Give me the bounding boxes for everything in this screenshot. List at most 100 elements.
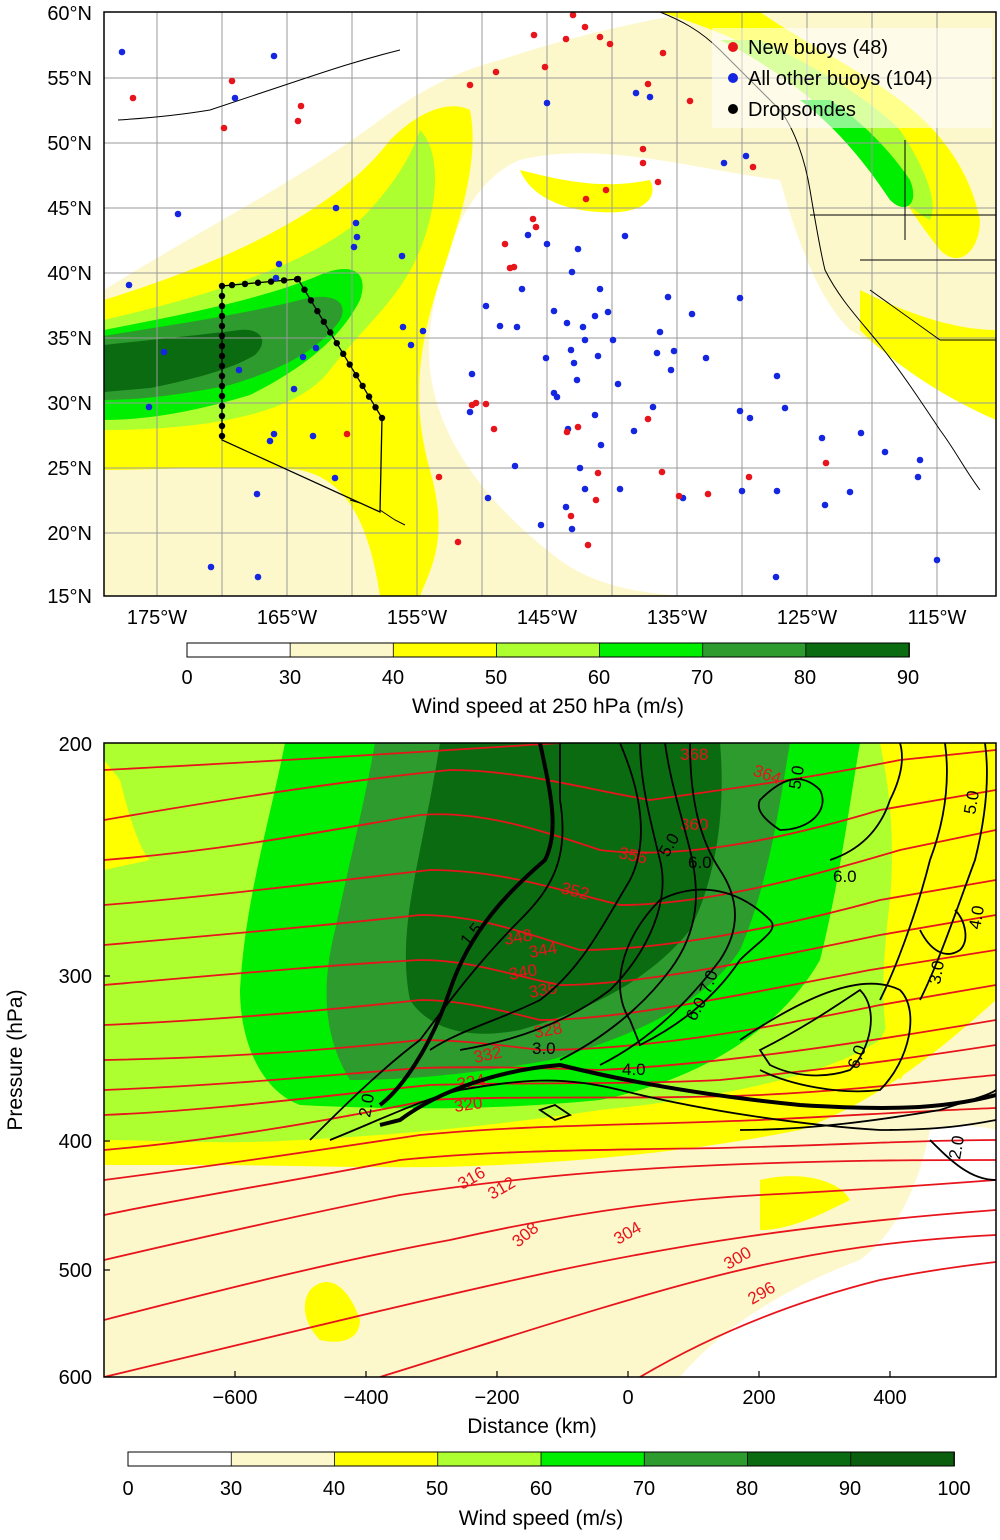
- colorbar-tick: 70: [633, 1478, 655, 1500]
- legend-marker-other: [728, 73, 738, 83]
- dropsonde-marker: [228, 281, 236, 289]
- buoy-new-marker: [294, 117, 302, 125]
- section-panel: 356 352 348 344 340 336 332 328 324 320 …: [4, 734, 997, 1530]
- buoy-other-marker: [118, 48, 126, 56]
- buoy-other-marker: [419, 327, 427, 335]
- distance-tick-label: −600: [212, 1387, 257, 1409]
- dropsonde-marker: [218, 402, 226, 410]
- pv-label: 6.0: [688, 853, 712, 872]
- lat-tick-label: 45°N: [47, 198, 92, 220]
- colorbar-swatch: [643, 1451, 749, 1467]
- buoy-new-marker: [228, 77, 236, 85]
- colorbar-swatch: [540, 1451, 646, 1467]
- distance-tick-label: −400: [343, 1387, 388, 1409]
- buoy-new-marker: [466, 81, 474, 89]
- buoy-other-marker: [616, 485, 624, 493]
- buoy-other-marker: [550, 307, 558, 315]
- buoy-new-marker: [562, 35, 570, 43]
- buoy-new-marker: [594, 469, 602, 477]
- buoy-other-marker: [270, 52, 278, 60]
- colorbar-tick: 70: [691, 667, 713, 689]
- dropsonde-marker: [218, 282, 226, 290]
- buoy-other-marker: [309, 432, 317, 440]
- lat-tick-label: 55°N: [47, 68, 92, 90]
- buoy-new-marker: [490, 425, 498, 433]
- buoy-other-marker: [567, 346, 575, 354]
- buoy-new-marker: [602, 186, 610, 194]
- buoy-other-marker: [914, 473, 922, 481]
- buoy-other-marker: [331, 474, 339, 482]
- buoy-other-marker: [581, 485, 589, 493]
- dropsonde-marker: [218, 312, 226, 320]
- buoy-other-marker: [596, 285, 604, 293]
- theta-label: 368: [680, 745, 708, 764]
- section-colorbar-swatches: [127, 1451, 955, 1467]
- colorbar-swatch: [496, 642, 601, 658]
- lat-tick-label: 20°N: [47, 523, 92, 545]
- map-colorbar-swatches: [186, 642, 910, 658]
- legend-marker-dropsondes: [728, 104, 738, 114]
- colorbar-tick: 40: [323, 1478, 345, 1500]
- colorbar-swatch: [289, 642, 395, 658]
- buoy-new-marker: [574, 423, 582, 431]
- pv-label: 5.0: [960, 789, 983, 816]
- buoy-other-marker: [543, 99, 551, 107]
- map-colorbar: 0 30 40 50 60 70 80 90 Wind speed at 250…: [181, 642, 919, 718]
- section-x-ticks: −600 −400 −200 0 200 400: [212, 1387, 906, 1409]
- dropsonde-marker: [372, 404, 379, 411]
- buoy-new-marker: [658, 468, 666, 476]
- lon-tick-label: 155°W: [387, 607, 447, 629]
- buoy-other-marker: [312, 344, 320, 352]
- buoy-other-marker: [646, 93, 654, 101]
- buoy-new-marker: [541, 63, 549, 71]
- buoy-other-marker: [568, 268, 576, 276]
- buoy-other-marker: [562, 503, 570, 511]
- distance-tick-label: 0: [622, 1387, 633, 1409]
- buoy-new-marker: [644, 80, 652, 88]
- buoy-other-marker: [352, 219, 360, 227]
- dropsonde-marker: [301, 286, 308, 293]
- buoy-new-marker: [584, 541, 592, 549]
- buoy-other-marker: [773, 372, 781, 380]
- colorbar-tick: 0: [122, 1478, 133, 1500]
- buoy-other-marker: [125, 281, 133, 289]
- colorbar-swatch: [230, 1451, 336, 1467]
- buoy-other-marker: [398, 252, 406, 260]
- distance-tick-label: 400: [873, 1387, 906, 1409]
- buoy-other-marker: [174, 210, 182, 218]
- map-colorbar-ticks: 0 30 40 50 60 70 80 90: [181, 667, 919, 689]
- buoy-other-marker: [524, 231, 532, 239]
- pv-contours: [309, 743, 996, 1181]
- colorbar-swatch: [805, 642, 910, 658]
- pressure-tick-label: 300: [59, 966, 92, 988]
- buoy-other-marker: [275, 260, 283, 268]
- distance-tick-label: −200: [474, 1387, 519, 1409]
- buoy-other-marker: [604, 308, 612, 316]
- buoy-other-marker: [542, 354, 550, 362]
- dropsonde-marker: [280, 277, 288, 284]
- pv-label: 3.0: [532, 1039, 556, 1058]
- buoy-other-marker: [821, 501, 829, 509]
- buoy-other-marker: [574, 245, 582, 253]
- buoy-new-marker: [675, 492, 683, 500]
- buoy-other-marker: [468, 370, 476, 378]
- buoy-other-marker: [266, 437, 274, 445]
- buoy-new-marker: [532, 223, 540, 231]
- buoy-new-marker: [686, 97, 694, 105]
- buoy-other-marker: [781, 404, 789, 412]
- theta-label: 340: [507, 960, 538, 984]
- buoy-other-marker: [688, 310, 696, 318]
- buoys-new: [129, 11, 830, 549]
- buoy-other-marker: [353, 233, 361, 241]
- buoy-other-marker: [818, 434, 826, 442]
- colorbar-tick: 60: [588, 667, 610, 689]
- buoy-other-marker: [573, 376, 581, 384]
- section-colorbar: 0 30 40 50 60 70 80 90 100 Wind speed (m…: [122, 1451, 971, 1530]
- section-colorbar-label: Wind speed (m/s): [459, 1507, 624, 1530]
- buoy-other-marker: [543, 240, 551, 248]
- buoy-new-marker: [343, 430, 351, 438]
- buoy-new-marker: [569, 11, 577, 19]
- buoy-other-marker: [145, 403, 153, 411]
- buoy-new-marker: [530, 31, 538, 39]
- theta-label: 328: [532, 1018, 563, 1042]
